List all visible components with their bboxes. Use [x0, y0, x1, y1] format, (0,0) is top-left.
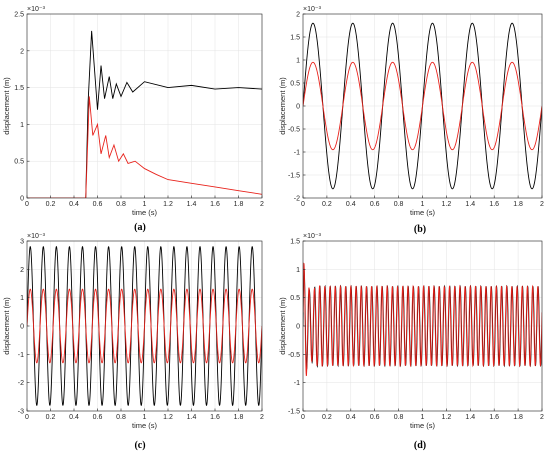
x-tick-label: 2	[260, 414, 264, 421]
x-tick-label: 2	[540, 201, 544, 208]
x-tick-label: 0	[301, 414, 305, 421]
x-tick-label: 0	[25, 201, 29, 208]
axis-exponent-label: ×10⁻³	[27, 233, 46, 240]
x-tick-label: 0.2	[322, 414, 332, 421]
series-line-red	[27, 96, 262, 198]
x-tick-label: 0.8	[116, 201, 126, 208]
y-tick-label: 2	[20, 48, 24, 55]
y-tick-label: 2	[296, 12, 300, 19]
x-tick-label: 0.4	[346, 414, 356, 421]
series-line-red	[303, 262, 542, 377]
y-tick-label: -2	[18, 380, 24, 387]
x-tick-label: 1.6	[210, 414, 220, 421]
x-tick-label: 1.8	[234, 201, 244, 208]
y-tick-label: -1.5	[288, 173, 300, 180]
y-tick-label: 1	[20, 295, 24, 302]
y-tick-label: 0.5	[290, 295, 300, 302]
panel-caption: (c)	[134, 440, 145, 451]
x-tick-label: 1.2	[442, 414, 452, 421]
x-tick-label: 0.6	[370, 414, 380, 421]
y-tick-label: 0	[20, 324, 24, 331]
panel-b: 0 0.2 0.4 0.6 0.8 1 1.2 1.4 1.6 1.8 2 -2 -1.5 -1 -0.5 0…	[278, 6, 544, 235]
axis-exponent-label: ×10⁻³	[303, 233, 322, 240]
y-tick-label: 0.5	[290, 81, 300, 88]
x-tick-label: 0	[25, 414, 29, 421]
x-tick-label: 1.6	[210, 201, 220, 208]
x-tick-label: 1	[421, 201, 425, 208]
x-tick-label: 1.6	[489, 414, 499, 421]
x-tick-label: 1.6	[489, 201, 499, 208]
series-line-red	[303, 61, 542, 151]
x-axis-label: time (s)	[410, 208, 436, 217]
y-tick-label: 1.5	[14, 85, 24, 92]
panel-caption: (b)	[414, 224, 426, 235]
y-tick-label: 3	[20, 239, 24, 246]
x-tick-label: 0.4	[69, 201, 79, 208]
y-axis-label: displacement (m)	[2, 77, 11, 135]
x-tick-label: 0.6	[93, 414, 103, 421]
y-tick-label: 1	[296, 267, 300, 274]
x-tick-label: 0	[301, 201, 305, 208]
x-tick-label: 0.2	[322, 201, 332, 208]
y-tick-label: -3	[18, 409, 24, 416]
x-tick-label: 1.2	[442, 201, 452, 208]
y-axis-label: displacement (m)	[278, 297, 287, 355]
y-tick-label: -0.5	[288, 127, 300, 134]
x-tick-label: 1.8	[513, 414, 523, 421]
x-tick-label: 0.8	[116, 414, 126, 421]
x-tick-label: 0.6	[93, 201, 103, 208]
panel-caption: (a)	[134, 222, 146, 233]
x-tick-label: 1	[421, 414, 425, 421]
x-tick-label: 0.2	[46, 414, 56, 421]
x-axis-label: time (s)	[132, 421, 158, 430]
y-tick-label: 1.5	[290, 239, 300, 246]
panel-c: 0 0.2 0.4 0.6 0.8 1 1.2 1.4 1.6 1.8 2 -3 -2 -1 0 1 2 3×10…	[2, 233, 264, 451]
y-axis-label: displacement (m)	[278, 77, 287, 135]
x-tick-label: 1.8	[234, 414, 244, 421]
y-tick-label: 1	[296, 58, 300, 65]
y-tick-label: -1	[294, 150, 300, 157]
x-tick-label: 1.4	[187, 201, 197, 208]
y-tick-label: 0	[20, 196, 24, 203]
x-axis-label: time (s)	[132, 208, 158, 217]
y-tick-label: -1	[18, 352, 24, 359]
y-tick-label: 1	[20, 122, 24, 129]
y-tick-label: 1.5	[290, 35, 300, 42]
x-tick-label: 1	[143, 201, 147, 208]
panel-a: 0 0.2 0.4 0.6 0.8 1 1.2 1.4 1.6 1.8 2 0 0.5 1 1.5 2 2.5×…	[2, 6, 264, 233]
x-tick-label: 1	[143, 414, 147, 421]
y-axis-label: displacement (m)	[2, 297, 11, 355]
panel-caption: (d)	[414, 440, 426, 451]
x-tick-label: 1.4	[465, 201, 475, 208]
x-tick-label: 1.2	[163, 414, 173, 421]
y-tick-label: 0.5	[14, 159, 24, 166]
x-tick-label: 0.2	[46, 201, 56, 208]
series-line-red	[27, 288, 262, 364]
y-tick-label: -2	[294, 196, 300, 203]
x-tick-label: 1.4	[465, 414, 475, 421]
x-tick-label: 0.8	[394, 414, 404, 421]
y-tick-label: 0	[296, 104, 300, 111]
axis-exponent-label: ×10⁻³	[303, 6, 322, 13]
x-tick-label: 2	[540, 414, 544, 421]
y-tick-label: -1.5	[288, 409, 300, 416]
x-tick-label: 0.6	[370, 201, 380, 208]
y-tick-label: -1	[294, 380, 300, 387]
series-line-black	[27, 30, 262, 198]
x-tick-label: 1.4	[187, 414, 197, 421]
panel-d: 0 0.2 0.4 0.6 0.8 1 1.2 1.4 1.6 1.8 2 -1.5 -1 -0.5 0 0.…	[278, 233, 544, 451]
y-tick-label: 0	[296, 324, 300, 331]
axis-exponent-label: ×10⁻³	[27, 6, 46, 13]
y-tick-label: 2	[20, 267, 24, 274]
x-tick-label: 0.4	[346, 201, 356, 208]
x-tick-label: 0.4	[69, 414, 79, 421]
x-tick-label: 2	[260, 201, 264, 208]
x-tick-label: 1.2	[163, 201, 173, 208]
y-tick-label: -0.5	[288, 352, 300, 359]
x-tick-label: 1.8	[513, 201, 523, 208]
x-tick-label: 0.8	[394, 201, 404, 208]
y-tick-label: 2.5	[14, 12, 24, 19]
x-axis-label: time (s)	[410, 421, 436, 430]
